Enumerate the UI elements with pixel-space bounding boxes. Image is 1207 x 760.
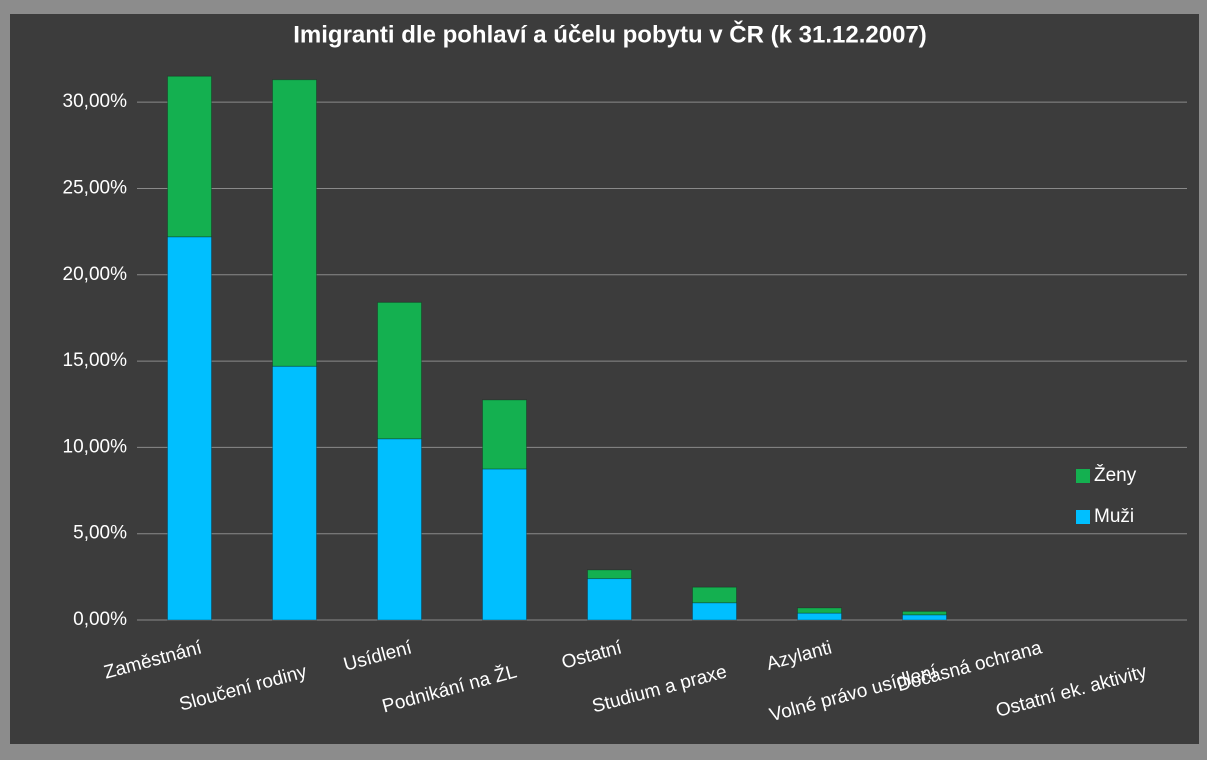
chart-title: Imigranti dle pohlaví a účelu pobytu v Č… (293, 20, 927, 48)
bar-segment (167, 236, 212, 621)
y-tick-label: 20,00% (63, 264, 128, 285)
bar-segment (272, 79, 317, 367)
bar-segment (902, 610, 947, 616)
legend-swatch (1076, 469, 1090, 483)
y-tick-label: 0,00% (73, 609, 127, 630)
y-tick-label: 5,00% (73, 523, 127, 544)
legend-swatch (1076, 510, 1090, 524)
y-tick-label: 10,00% (63, 436, 128, 457)
bar-segment (482, 468, 527, 621)
y-tick-label: 30,00% (63, 91, 128, 112)
bar-segment (797, 607, 842, 614)
bar-segment (377, 301, 422, 440)
bar-segment (902, 614, 947, 621)
bar-segment (377, 438, 422, 621)
bar-segment (167, 75, 212, 238)
y-tick-label: 15,00% (63, 350, 128, 371)
bar-segment (797, 612, 842, 621)
bar-segment (692, 586, 737, 604)
bar-segment (482, 399, 527, 470)
legend-label: Ženy (1094, 464, 1137, 486)
bar-segment (587, 569, 632, 580)
bar-segment (587, 578, 632, 621)
bar-segment (692, 602, 737, 621)
legend-label: Muži (1094, 506, 1134, 527)
bar-segment (272, 365, 317, 621)
y-tick-label: 25,00% (63, 177, 128, 198)
